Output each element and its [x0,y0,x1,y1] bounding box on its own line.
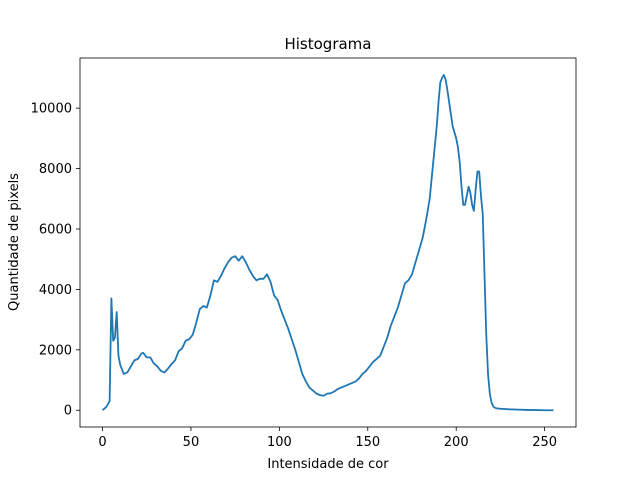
y-axis: 0 2000 4000 6000 8000 10000 [31,102,80,419]
x-tick-label: 50 [183,435,200,450]
y-tick-label: 6000 [39,222,72,237]
y-tick-label: 8000 [39,162,72,177]
x-tick-label: 200 [444,435,469,450]
y-tick-label: 10000 [31,102,72,117]
y-tick-label: 4000 [39,283,72,298]
x-tick-label: 150 [355,435,380,450]
histogram-line [101,74,554,412]
x-tick-label: 100 [267,435,292,450]
chart-title: Histograma [284,35,371,53]
x-axis: 0 50 100 150 200 250 [98,427,557,450]
x-tick-label: 0 [98,435,106,450]
y-axis-label: Quantidade de pixels [7,173,22,311]
y-tick-label: 2000 [39,343,72,358]
plot-area [79,57,577,428]
y-tick-label: 0 [64,404,72,419]
x-axis-label: Intensidade de cor [267,457,389,472]
x-tick-label: 250 [532,435,557,450]
